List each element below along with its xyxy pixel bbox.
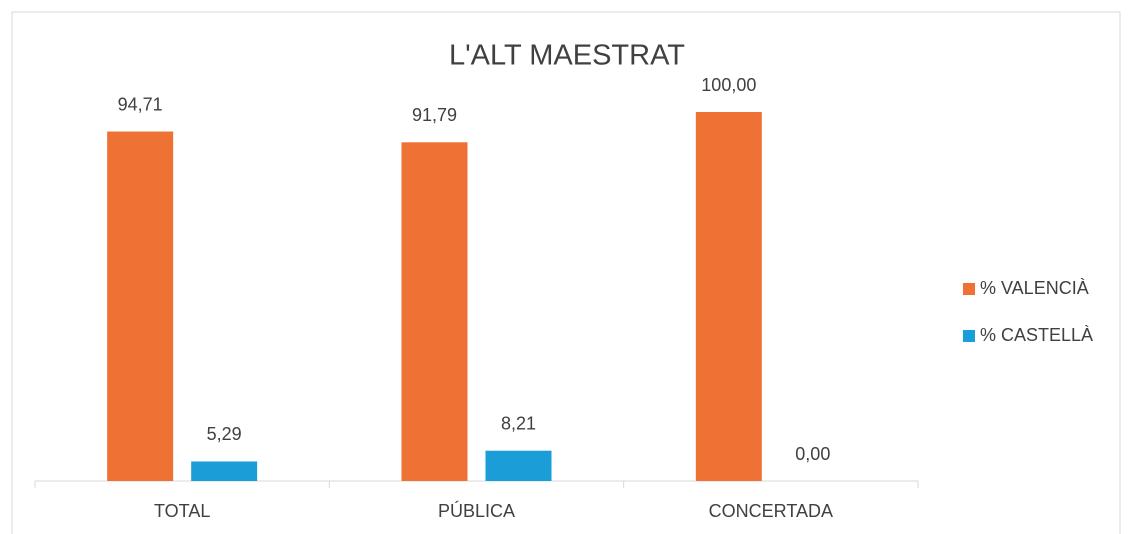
- x-tick-label: CONCERTADA: [709, 501, 833, 521]
- value-label: 0,00: [795, 444, 830, 464]
- value-label: 100,00: [701, 75, 756, 95]
- value-label: 8,21: [501, 413, 536, 433]
- legend-label: % CASTELLÀ: [980, 325, 1093, 345]
- value-label: 94,71: [118, 94, 163, 114]
- legend-swatch: [963, 330, 975, 342]
- chart-frame: [11, 11, 1121, 534]
- bar: [107, 131, 174, 482]
- x-tick-label: TOTAL: [154, 501, 210, 521]
- value-label: 91,79: [412, 105, 457, 125]
- value-label: 5,29: [207, 424, 242, 444]
- legend-label: % VALENCIÀ: [980, 278, 1089, 298]
- bar: [485, 450, 552, 481]
- bar: [401, 142, 468, 481]
- legend-swatch: [963, 283, 975, 295]
- x-tick-label: PÚBLICA: [438, 500, 515, 521]
- bar: [695, 112, 762, 481]
- chart-title: L'ALT MAESTRAT: [449, 40, 685, 72]
- bar: [191, 461, 258, 481]
